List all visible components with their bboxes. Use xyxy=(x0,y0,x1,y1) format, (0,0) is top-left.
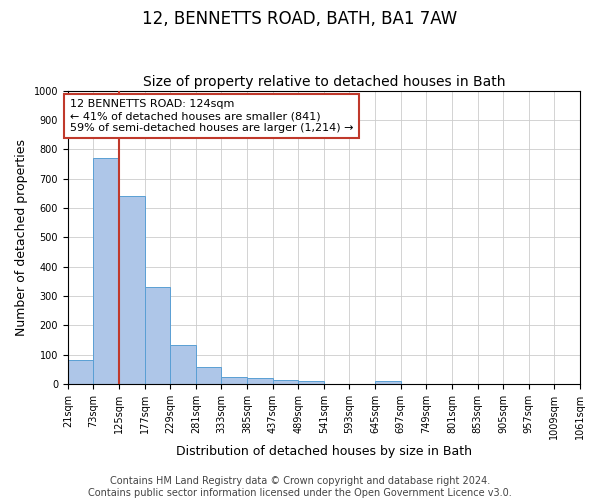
Title: Size of property relative to detached houses in Bath: Size of property relative to detached ho… xyxy=(143,76,505,90)
Bar xyxy=(221,377,247,384)
Bar xyxy=(68,360,94,384)
Bar xyxy=(272,380,298,384)
Y-axis label: Number of detached properties: Number of detached properties xyxy=(15,139,28,336)
Text: 12 BENNETTS ROAD: 124sqm
← 41% of detached houses are smaller (841)
59% of semi-: 12 BENNETTS ROAD: 124sqm ← 41% of detach… xyxy=(70,100,353,132)
Bar xyxy=(196,366,221,384)
Bar xyxy=(298,382,324,384)
Text: Contains HM Land Registry data © Crown copyright and database right 2024.
Contai: Contains HM Land Registry data © Crown c… xyxy=(88,476,512,498)
Bar xyxy=(119,196,145,384)
Bar xyxy=(375,381,401,384)
Bar xyxy=(145,287,170,384)
Bar xyxy=(247,378,272,384)
Bar xyxy=(170,345,196,384)
Bar xyxy=(94,158,119,384)
X-axis label: Distribution of detached houses by size in Bath: Distribution of detached houses by size … xyxy=(176,444,472,458)
Text: 12, BENNETTS ROAD, BATH, BA1 7AW: 12, BENNETTS ROAD, BATH, BA1 7AW xyxy=(142,10,458,28)
